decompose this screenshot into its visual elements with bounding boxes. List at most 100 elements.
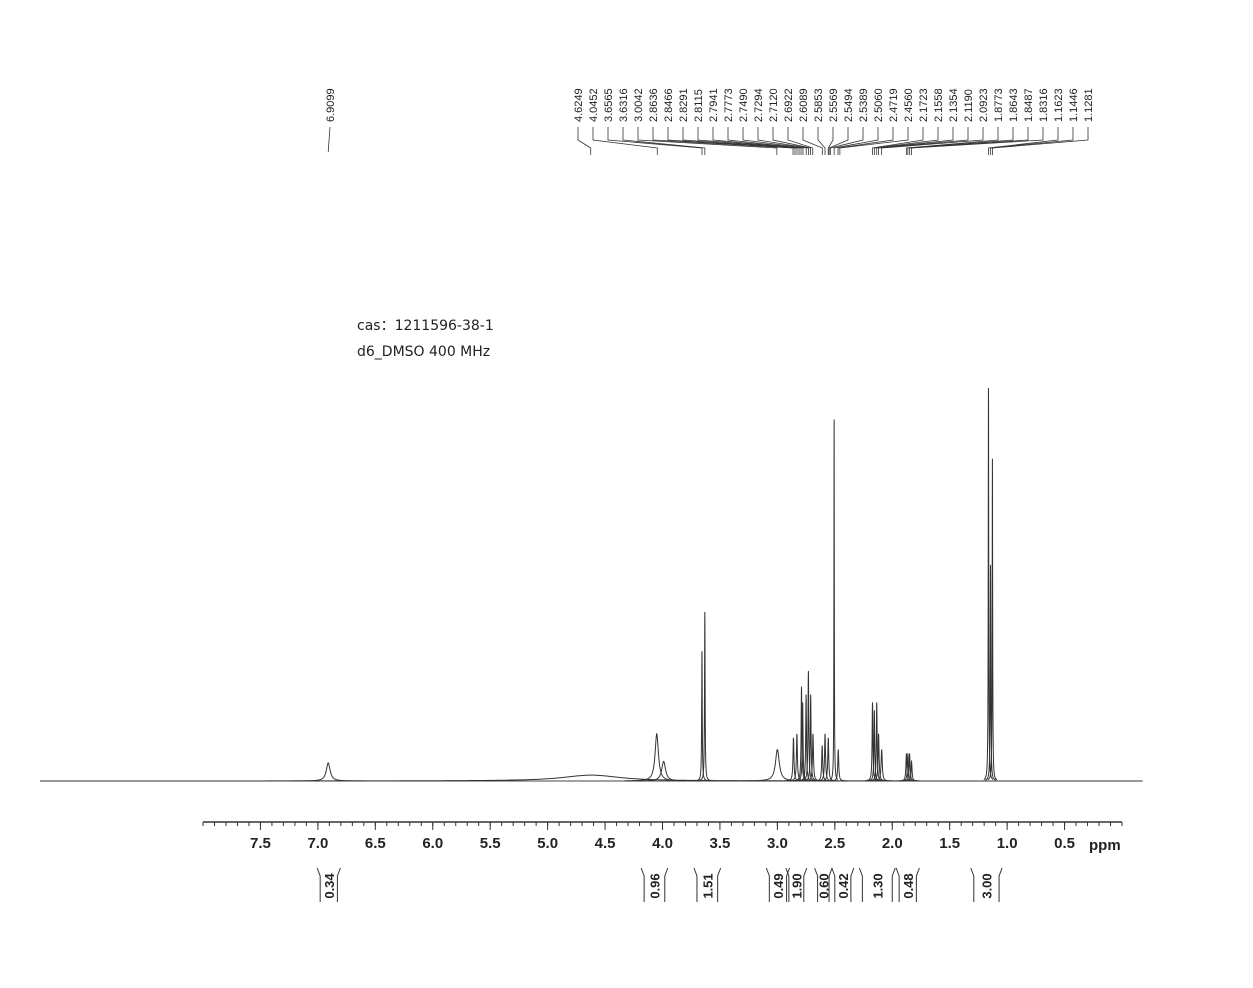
peak-leader	[742, 127, 807, 155]
integral-label: 1.30	[870, 873, 885, 898]
x-tick-label: 3.0	[767, 835, 788, 852]
peak-leader	[667, 127, 796, 155]
peak	[696, 651, 708, 781]
peak-label: 2.7120	[768, 88, 780, 122]
x-tick-label: 6.5	[365, 835, 386, 852]
integral-label: 0.42	[836, 873, 851, 898]
peak-label: 2.5853	[813, 88, 825, 122]
peak-label: 1.8643	[1008, 88, 1020, 122]
peak	[800, 670, 816, 782]
peak-leader	[839, 127, 909, 155]
integral-label: 3.00	[979, 873, 994, 898]
peak	[829, 749, 848, 782]
peak	[699, 612, 711, 781]
integral-label: 1.51	[700, 873, 715, 898]
peak-label: 1.1446	[1068, 88, 1080, 122]
peak-leader	[652, 127, 794, 155]
integral-label: 0.34	[322, 873, 337, 899]
peak-leader	[577, 127, 592, 155]
peak-leader	[833, 127, 879, 155]
peak-label: 3.6316	[618, 88, 630, 122]
integral-label: 0.48	[901, 873, 916, 898]
peak-leader	[757, 127, 809, 155]
peak-label: 2.1190	[963, 89, 975, 122]
peak-label: 2.5060	[873, 88, 885, 122]
peak-label: 1.8773	[993, 88, 1005, 122]
peak-leader	[911, 127, 1044, 155]
peak-leader	[988, 127, 1059, 155]
annotation: d6_DMSO 400 MHz	[357, 344, 490, 360]
peak	[626, 760, 701, 782]
x-tick-label: 7.5	[250, 835, 271, 852]
peak-leader	[727, 127, 804, 155]
integral-label: 1.90	[789, 873, 804, 898]
peak-leader	[682, 127, 798, 155]
x-tick-label: 2.0	[882, 835, 903, 852]
peak-label: 1.8487	[1023, 88, 1035, 122]
peak	[987, 458, 998, 781]
peak-leader	[872, 127, 924, 155]
integral-bracket	[640, 867, 669, 902]
peak-leader	[817, 127, 826, 155]
x-tick-label: 6.0	[422, 835, 443, 852]
peak-leader	[637, 127, 778, 155]
peak-label: 2.8636	[648, 88, 660, 122]
peak-label: 2.6089	[798, 88, 810, 122]
annotation: cas：1211596-38-1	[357, 318, 494, 334]
x-tick-label: 2.5	[824, 835, 845, 852]
peak-label: 2.8466	[663, 88, 675, 122]
peak-label: 4.0452	[588, 88, 600, 122]
x-tick-label: 1.0	[997, 835, 1018, 852]
x-tick-label: 3.5	[710, 835, 731, 852]
peak-leader	[907, 127, 1014, 155]
peak-leader	[990, 127, 1074, 155]
peak-leader	[992, 127, 1089, 155]
peak-label: 2.7941	[708, 88, 720, 122]
peak-label: 2.5389	[858, 88, 870, 122]
peak	[870, 749, 893, 782]
peak-leader	[837, 127, 894, 155]
peak-leader	[828, 127, 849, 155]
peak-label: 2.4560	[903, 88, 915, 122]
integral-label: 0.96	[647, 873, 662, 898]
peak-label: 1.1281	[1083, 88, 1095, 122]
peak-label: 2.4719	[888, 88, 900, 122]
x-tick-label: 0.5	[1054, 835, 1075, 852]
peak-label: 4.6249	[573, 88, 585, 122]
peak-leader	[829, 127, 864, 155]
peak-leader	[873, 127, 939, 155]
integral-label: 0.60	[816, 873, 831, 898]
x-tick-label: 1.5	[939, 835, 960, 852]
integral-bracket	[785, 867, 808, 902]
peak	[983, 387, 994, 780]
peak-leader	[878, 127, 969, 155]
integral-bracket	[765, 867, 791, 902]
peak-label: 2.1354	[948, 88, 960, 122]
peak-leader	[802, 127, 823, 155]
x-tick-label: 7.0	[307, 835, 328, 852]
peak-leader	[592, 127, 658, 155]
peak-label: 1.1623	[1053, 88, 1065, 122]
peak-label: 2.7294	[753, 88, 765, 122]
integral-bracket	[858, 867, 896, 902]
peak	[984, 564, 997, 781]
peak-label: 2.5569	[828, 88, 840, 122]
integral-bracket	[316, 867, 341, 902]
peak-label: 3.0042	[633, 88, 645, 122]
peak-leader	[881, 127, 984, 155]
peak-label: 2.1558	[933, 88, 945, 122]
peak-label: 2.7490	[738, 88, 750, 122]
peak-label: 3.6565	[603, 88, 615, 122]
x-tick-label: 4.0	[652, 835, 673, 852]
peak-leader	[607, 127, 703, 155]
peak-leader	[327, 126, 331, 153]
x-tick-label: 5.0	[537, 835, 558, 852]
peak-leader	[697, 127, 800, 155]
peak-label: 2.8115	[693, 89, 705, 122]
integral-bracket	[831, 867, 855, 902]
peak-leader	[772, 127, 811, 155]
peak-leader	[712, 127, 802, 155]
x-tick-label: 4.5	[595, 835, 616, 852]
